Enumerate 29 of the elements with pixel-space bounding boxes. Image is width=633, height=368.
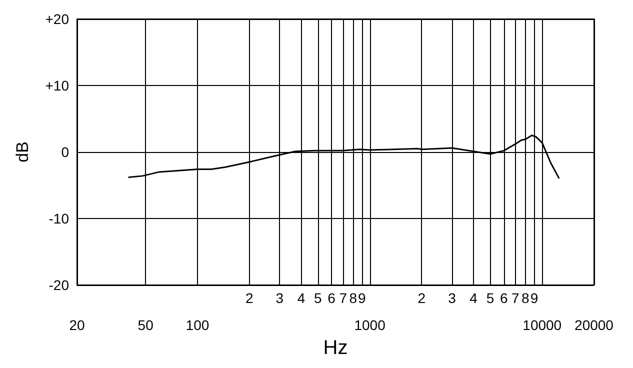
y-tick-label: -20 [48, 277, 70, 293]
text: 3 [276, 290, 284, 306]
x-tick-label: 20000 [574, 317, 614, 333]
x-tick-label: 10000 [522, 317, 562, 333]
text: 6 [500, 290, 508, 306]
text: 4 [297, 290, 306, 306]
text: 8 [522, 290, 530, 306]
text: 9 [530, 290, 538, 306]
y-tick-label: +20 [45, 11, 70, 27]
text: 6 [328, 290, 336, 306]
y-tick-label: 0 [61, 144, 70, 160]
text: 7 [512, 290, 520, 306]
text: 9 [358, 290, 366, 306]
text: 2 [418, 290, 426, 306]
text: 4 [470, 290, 478, 306]
text: 2 [245, 290, 254, 306]
y-tick-label: +10 [45, 78, 70, 94]
y-axis-title: dB [13, 142, 32, 162]
x-tick-label: 100 [186, 317, 210, 333]
x-axis-title: Hz [323, 336, 348, 359]
text: 8 [349, 290, 358, 306]
x-tick-label: 1000 [354, 317, 386, 333]
y-tick-label: -10 [48, 210, 70, 226]
text: 7 [339, 290, 348, 306]
text: 3 [448, 290, 456, 306]
x-tick-label: 50 [138, 317, 154, 333]
text: 5 [486, 290, 494, 306]
text: 5 [314, 290, 322, 306]
x-tick-label: 20 [69, 317, 85, 333]
